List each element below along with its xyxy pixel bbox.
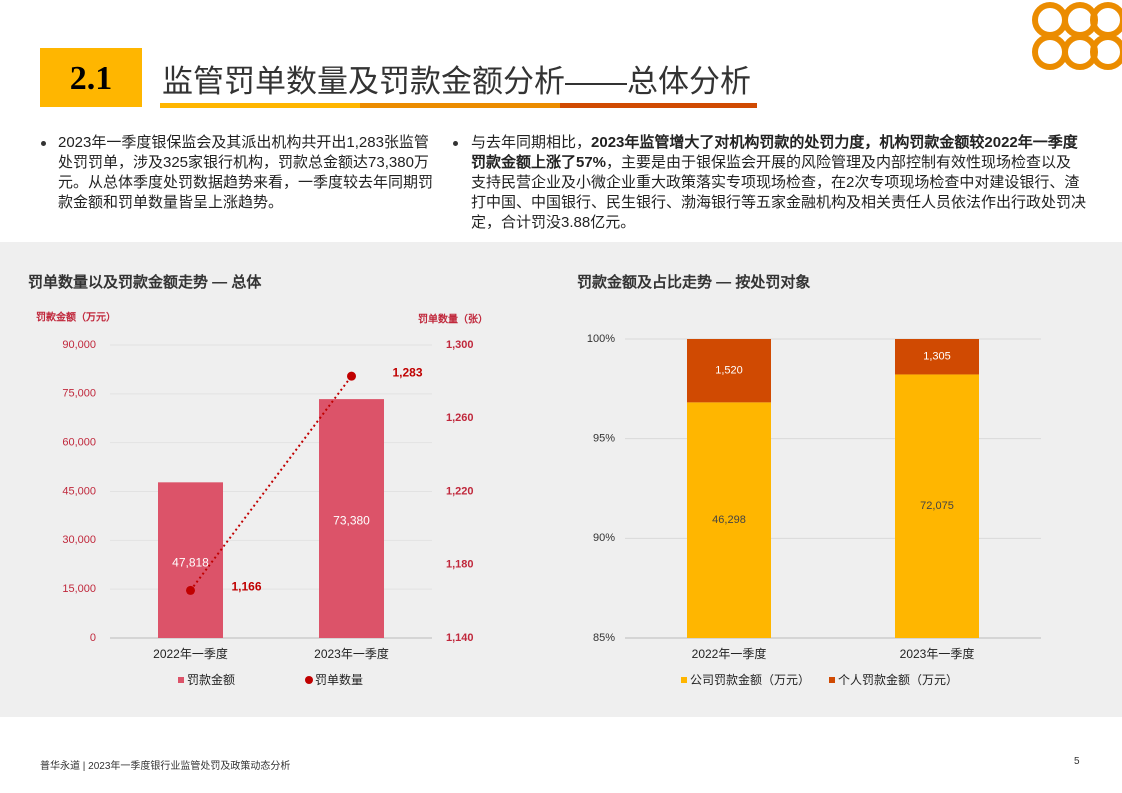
bar-segment xyxy=(687,339,771,403)
bullet-run: 2023年监管增大了对机构罚款的处罚力度，机构罚款金额较2022年一季度罚款金额… xyxy=(471,134,1078,171)
legend-marker xyxy=(681,677,687,683)
legend-label: 罚单数量 xyxy=(315,672,363,687)
y-tick-label: 60,000 xyxy=(62,437,96,449)
legend-label: 公司罚款金额（万元） xyxy=(690,672,810,687)
underline xyxy=(360,103,560,108)
data-label: 46,298 xyxy=(712,514,746,526)
line-marker xyxy=(347,371,356,381)
y-tick-label: 85% xyxy=(593,632,615,644)
data-label: 1,166 xyxy=(231,580,261,594)
bar-segment xyxy=(895,374,979,638)
legend-label: 个人罚款金额（万元） xyxy=(838,672,958,687)
legend-marker xyxy=(178,677,184,683)
y2-tick-label: 1,140 xyxy=(446,632,474,644)
bullet-dot xyxy=(41,141,46,146)
y-axis-title: 罚款金额（万元） xyxy=(36,311,116,324)
y-tick-label: 0 xyxy=(90,632,96,644)
x-tick-label: 2022年一季度 xyxy=(692,646,767,661)
data-label: 72,075 xyxy=(920,500,954,512)
y2-tick-label: 1,220 xyxy=(446,485,474,497)
data-label: 47,818 xyxy=(172,555,209,569)
section-number: 2.1 xyxy=(40,48,142,107)
legend-marker xyxy=(305,676,313,684)
bullet-run: ，主要是由于银保监会开展的风险管理及内部控制有效性现场检查以及支持民营企业及小微… xyxy=(471,154,1087,231)
y-tick-label: 95% xyxy=(593,433,615,445)
footer: 普华永道 | 2023年一季度银行业监管处罚及政策动态分析 xyxy=(40,761,291,772)
bullet-run: 与去年同期相比， xyxy=(471,134,592,151)
y2-tick-label: 1,180 xyxy=(446,559,474,571)
data-label: 1,283 xyxy=(392,365,422,379)
x-tick-label: 2022年一季度 xyxy=(153,646,228,661)
legend-marker xyxy=(829,677,835,683)
y-tick-label: 100% xyxy=(587,333,615,345)
bar-segment xyxy=(687,402,771,638)
y-tick-label: 45,000 xyxy=(62,485,96,497)
y-tick-label: 15,000 xyxy=(62,583,96,595)
bullet-dot xyxy=(453,141,458,146)
y-tick-label: 90% xyxy=(593,532,615,544)
page-title: 监管罚单数量及罚款金额分析——总体分析 xyxy=(162,64,751,99)
x-tick-label: 2023年一季度 xyxy=(314,646,389,661)
logo xyxy=(1032,2,1122,70)
y-tick-label: 90,000 xyxy=(62,339,96,351)
legend-label: 罚款金额 xyxy=(187,672,235,687)
underline xyxy=(160,103,360,108)
bullet-text: 与去年同期相比，2023年监管增大了对机构罚款的处罚力度，机构罚款金额较2022… xyxy=(471,133,1086,233)
page-number: 5 xyxy=(1074,756,1080,767)
x-tick-label: 2023年一季度 xyxy=(900,646,975,661)
data-label: 73,380 xyxy=(333,514,370,528)
underline xyxy=(560,103,757,108)
line-marker xyxy=(186,585,195,595)
bullet-text: 2023年一季度银保监会及其派出机构共开出1,283张监管处罚罚单，涉及325家… xyxy=(58,133,433,213)
bar xyxy=(319,399,384,638)
data-label: 1,305 xyxy=(923,351,951,363)
y2-axis-title: 罚单数量（张） xyxy=(418,313,488,326)
chart-title: 罚单数量以及罚款金额走势 — 总体 xyxy=(28,273,262,291)
data-label: 1,520 xyxy=(715,365,743,377)
decor xyxy=(160,2,1122,108)
y-tick-label: 75,000 xyxy=(62,388,96,400)
chart-title: 罚款金额及占比走势 — 按处罚对象 xyxy=(577,273,810,291)
y-tick-label: 30,000 xyxy=(62,534,96,546)
bar xyxy=(158,482,223,638)
bar-segment xyxy=(895,339,979,375)
y2-tick-label: 1,260 xyxy=(446,412,474,424)
y2-tick-label: 1,300 xyxy=(446,339,474,351)
bullet-run: 2023年一季度银保监会及其派出机构共开出1,283张监管处罚罚单，涉及325家… xyxy=(58,134,434,211)
